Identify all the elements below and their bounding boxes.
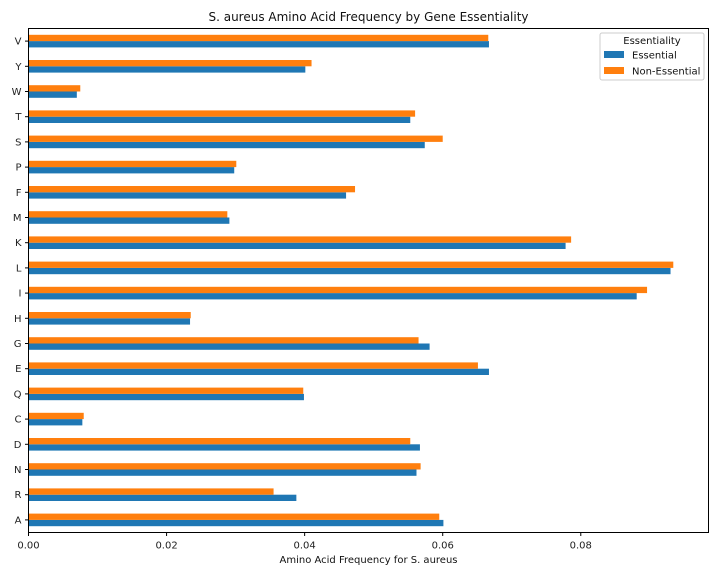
bar-non-essential-F [28,186,356,193]
bar-non-essential-P [28,160,237,168]
bar-non-essential-V [28,34,489,42]
legend-label-essential: Essential [632,51,677,62]
bar-essential-V [28,41,489,48]
plot-frame [28,28,709,533]
bar-essential-E [28,368,489,375]
bar-essential-W [28,91,77,98]
y-tick-label-H: H [14,314,22,325]
bar-non-essential-L [28,261,674,268]
bar-essential-K [28,242,566,249]
y-tick-label-R: R [15,490,22,501]
bar-non-essential-E [28,362,478,369]
x-tick-label-2: 0.04 [294,541,316,552]
legend-frame [599,32,705,81]
bar-essential-D [28,444,420,451]
y-tick-label-I: I [19,289,22,300]
legend-swatch-essential [604,51,624,58]
bar-essential-Q [28,393,304,401]
legend: Essentiality Essential Non-Essential [599,32,705,81]
bar-essential-I [28,293,637,300]
bar-essential-F [28,192,347,199]
y-tick-label-T: T [14,112,22,123]
y-tick-label-M: M [13,213,22,224]
bar-non-essential-I [28,286,648,294]
bar-non-essential-K [28,236,572,243]
y-axis-ticks: A R N D C Q E G H I L K M F P S T W Y V [12,37,29,526]
bar-non-essential-W [28,85,81,92]
legend-label-non-essential: Non-Essential [632,67,700,78]
x-tick-label-0: 0.00 [17,541,39,552]
x-axis-label: Amino Acid Frequency for S. aureus [280,555,458,566]
chart-title: S. aureus Amino Acid Frequency by Gene E… [208,10,528,24]
y-tick-label-P: P [15,163,21,174]
bar-essential-S [28,141,425,149]
y-tick-label-Q: Q [14,389,22,400]
y-tick-label-K: K [15,238,22,249]
bar-non-essential-D [28,438,411,445]
x-tick-label-1: 0.02 [155,541,177,552]
bar-essential-G [28,343,430,350]
y-tick-label-V: V [15,37,22,48]
legend-title: Essentiality [623,36,681,47]
bar-non-essential-H [28,312,191,319]
bar-essential-A [28,519,444,527]
bars-group [28,34,674,527]
bar-non-essential-S [28,135,443,142]
x-axis-ticks: 0.00 0.02 0.04 0.06 0.08 [17,532,592,552]
y-tick-label-Y: Y [14,62,22,73]
bar-essential-C [28,419,83,426]
y-tick-label-D: D [14,440,22,451]
bar-essential-M [28,217,230,224]
y-tick-label-G: G [14,339,22,350]
bar-non-essential-M [28,211,228,218]
bar-essential-R [28,494,297,501]
bar-non-essential-T [28,110,416,117]
bar-essential-L [28,267,671,275]
y-tick-label-C: C [15,415,22,426]
bar-non-essential-R [28,488,274,495]
bar-non-essential-Q [28,387,304,394]
legend-swatch-non-essential [604,67,624,74]
y-tick-label-F: F [16,188,22,199]
y-tick-label-N: N [14,465,21,476]
bar-essential-P [28,167,235,174]
y-tick-label-W: W [12,87,22,98]
x-tick-label-4: 0.08 [570,541,592,552]
bar-essential-N [28,469,417,476]
bar-non-essential-G [28,337,419,344]
bar-essential-Y [28,66,306,73]
bar-non-essential-C [28,412,84,420]
x-tick-label-3: 0.06 [432,541,454,552]
y-tick-label-L: L [16,263,22,274]
bar-essential-T [28,116,411,123]
bar-non-essential-Y [28,60,312,67]
y-tick-label-A: A [15,515,22,526]
bar-non-essential-A [28,513,440,520]
bar-non-essential-N [28,463,421,470]
y-tick-label-E: E [15,364,21,375]
bar-essential-H [28,318,191,325]
y-tick-label-S: S [15,137,21,148]
